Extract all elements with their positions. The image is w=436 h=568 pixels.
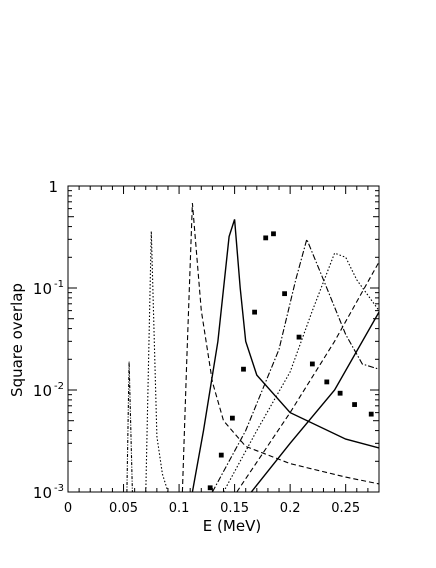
data-point-8-2	[229, 415, 235, 421]
data-point-8-7	[282, 291, 287, 297]
series-line-4	[211, 237, 379, 492]
y-tick-exp-3: -3	[54, 483, 64, 494]
series-line-7	[250, 311, 379, 492]
data-point-8-5	[263, 235, 269, 241]
y-tick-label-2: 10	[33, 382, 52, 400]
y-tick-exp-2: -2	[54, 381, 64, 392]
series-line-3	[191, 219, 379, 492]
y-tick-label-1: 10	[33, 280, 52, 298]
series-line-5	[223, 252, 379, 492]
series-layer	[126, 203, 379, 492]
x-tick-label-3: 0.15	[220, 501, 249, 516]
y-tick-label-3: 10	[33, 484, 52, 502]
plot-frame	[67, 185, 380, 493]
x-axis-label: E (MeV)	[203, 517, 261, 535]
data-point-8-8	[296, 334, 302, 340]
x-tick-label-1: 0.05	[109, 501, 138, 516]
series-line-1	[145, 231, 169, 492]
data-point-8-11	[337, 390, 343, 396]
data-point-8-4	[252, 309, 257, 315]
y-tick-label-0: 1	[48, 178, 58, 196]
series-line-6	[236, 261, 379, 492]
x-tick-label-4: 0.2	[280, 501, 301, 516]
data-point-8-12	[352, 402, 357, 407]
data-point-8-0	[207, 485, 213, 491]
data-point-8-10	[324, 379, 330, 385]
data-point-8-6	[271, 231, 276, 237]
x-tick-label-2: 0.1	[169, 501, 190, 516]
data-point-8-3	[241, 366, 246, 372]
series-line-2	[181, 203, 379, 492]
data-point-8-9	[309, 361, 315, 367]
y-axis-label: Square overlap	[8, 283, 26, 397]
y-tick-exp-1: -1	[54, 279, 64, 290]
series-line-0	[126, 361, 133, 492]
x-tick-label-5: 0.25	[331, 501, 360, 516]
data-point-8-1	[218, 452, 224, 458]
data-point-8-13	[368, 411, 374, 417]
x-tick-label-0: 0	[64, 501, 72, 516]
